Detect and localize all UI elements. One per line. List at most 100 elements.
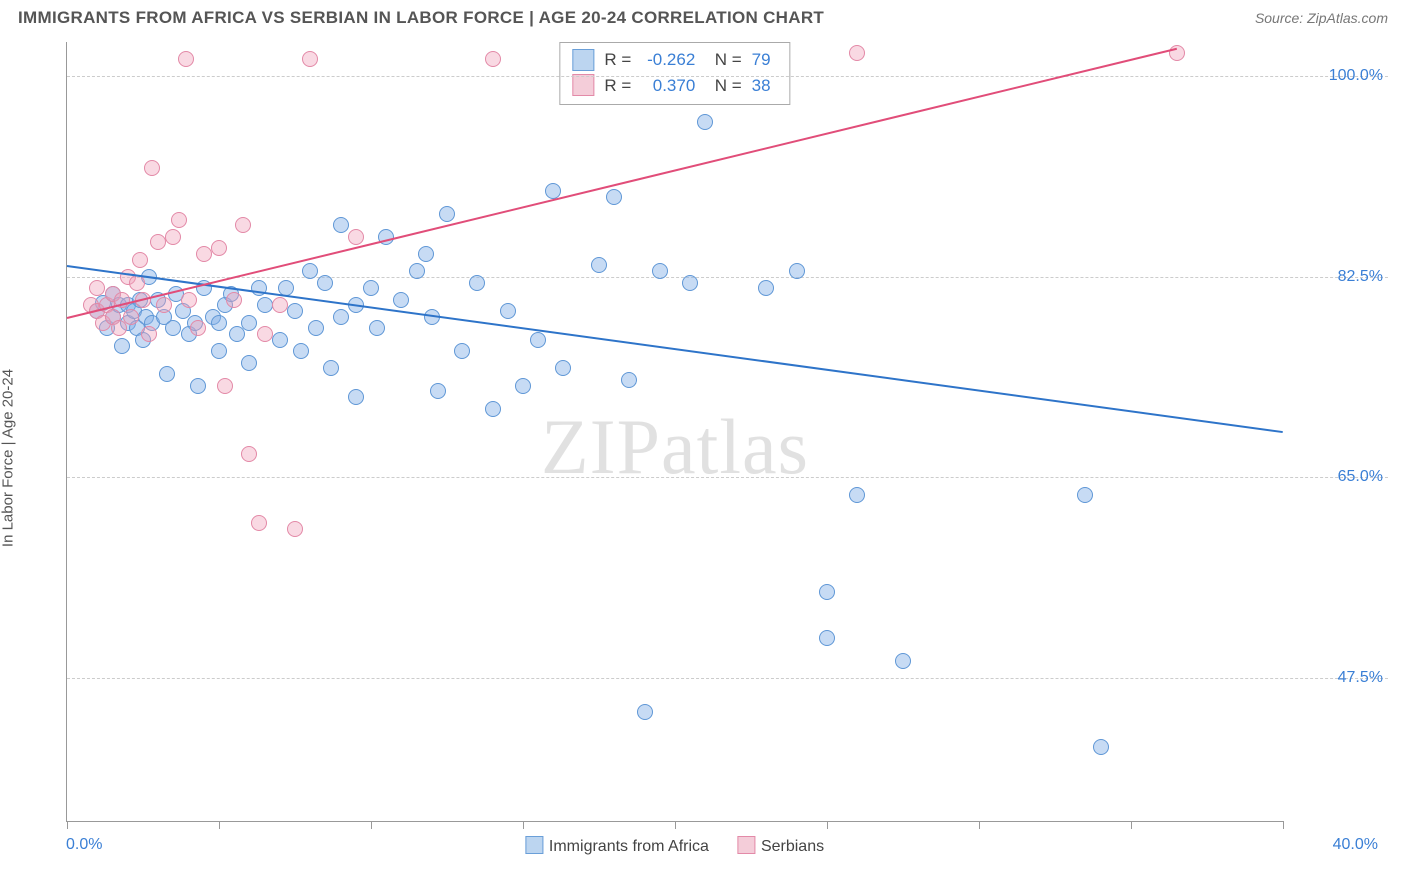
scatter-point-serbian bbox=[217, 378, 233, 394]
scatter-point-africa bbox=[211, 315, 227, 331]
scatter-point-africa bbox=[323, 360, 339, 376]
scatter-point-serbian bbox=[211, 240, 227, 256]
scatter-point-africa bbox=[637, 704, 653, 720]
scatter-point-africa bbox=[758, 280, 774, 296]
scatter-point-africa bbox=[287, 303, 303, 319]
correlation-stats-box: R = -0.262 N = 79 R = 0.370 N = 38 bbox=[559, 42, 790, 105]
scatter-point-africa bbox=[621, 372, 637, 388]
legend-swatch-africa bbox=[525, 836, 543, 854]
scatter-point-africa bbox=[348, 389, 364, 405]
x-axis-labels: 0.0% Immigrants from Africa Serbians 40.… bbox=[66, 836, 1283, 856]
y-tick-label: 65.0% bbox=[1293, 468, 1383, 486]
legend-item-serbian: Serbians bbox=[737, 836, 824, 856]
x-tick bbox=[371, 821, 372, 829]
x-tick bbox=[67, 821, 68, 829]
x-axis-min-label: 0.0% bbox=[66, 836, 102, 854]
stats-swatch-serbian bbox=[572, 74, 594, 96]
x-tick bbox=[1283, 821, 1284, 829]
scatter-point-africa bbox=[190, 378, 206, 394]
scatter-point-africa bbox=[500, 303, 516, 319]
scatter-point-africa bbox=[272, 332, 288, 348]
scatter-point-serbian bbox=[123, 309, 139, 325]
scatter-point-serbian bbox=[165, 229, 181, 245]
scatter-point-africa bbox=[652, 263, 668, 279]
x-tick bbox=[827, 821, 828, 829]
scatter-point-serbian bbox=[235, 217, 251, 233]
scatter-point-serbian bbox=[849, 45, 865, 61]
scatter-point-africa bbox=[469, 275, 485, 291]
scatter-point-serbian bbox=[111, 320, 127, 336]
x-tick bbox=[1131, 821, 1132, 829]
chart-area: In Labor Force | Age 20-24 ZIPatlas R = … bbox=[18, 42, 1388, 874]
scatter-point-africa bbox=[530, 332, 546, 348]
scatter-point-africa bbox=[159, 366, 175, 382]
scatter-point-africa bbox=[819, 584, 835, 600]
scatter-point-serbian bbox=[141, 326, 157, 342]
stats-swatch-africa bbox=[572, 49, 594, 71]
scatter-point-africa bbox=[114, 338, 130, 354]
scatter-point-serbian bbox=[144, 160, 160, 176]
scatter-point-africa bbox=[241, 315, 257, 331]
scatter-point-africa bbox=[293, 343, 309, 359]
x-axis-max-label: 40.0% bbox=[1333, 836, 1378, 854]
scatter-point-africa bbox=[308, 320, 324, 336]
scatter-point-africa bbox=[454, 343, 470, 359]
trend-line-africa bbox=[67, 265, 1283, 433]
scatter-point-africa bbox=[789, 263, 805, 279]
chart-header: IMMIGRANTS FROM AFRICA VS SERBIAN IN LAB… bbox=[0, 0, 1406, 34]
scatter-point-serbian bbox=[132, 252, 148, 268]
stats-r-value-africa: -0.262 bbox=[641, 47, 695, 73]
stats-row-africa: R = -0.262 N = 79 bbox=[572, 47, 777, 73]
scatter-point-serbian bbox=[181, 292, 197, 308]
scatter-point-africa bbox=[317, 275, 333, 291]
scatter-point-serbian bbox=[241, 446, 257, 462]
scatter-point-africa bbox=[485, 401, 501, 417]
gridline bbox=[67, 76, 1388, 77]
x-tick bbox=[979, 821, 980, 829]
scatter-point-serbian bbox=[272, 297, 288, 313]
scatter-point-africa bbox=[369, 320, 385, 336]
scatter-point-africa bbox=[363, 280, 379, 296]
scatter-point-serbian bbox=[485, 51, 501, 67]
source-name: ZipAtlas.com bbox=[1307, 10, 1388, 26]
scatter-point-africa bbox=[849, 487, 865, 503]
scatter-point-africa bbox=[515, 378, 531, 394]
scatter-point-africa bbox=[393, 292, 409, 308]
gridline bbox=[67, 277, 1388, 278]
x-tick bbox=[675, 821, 676, 829]
scatter-point-serbian bbox=[348, 229, 364, 245]
scatter-point-africa bbox=[302, 263, 318, 279]
scatter-point-serbian bbox=[190, 320, 206, 336]
bottom-legend: Immigrants from Africa Serbians bbox=[525, 836, 824, 856]
scatter-point-africa bbox=[333, 217, 349, 233]
scatter-point-africa bbox=[682, 275, 698, 291]
legend-label-serbian: Serbians bbox=[761, 838, 824, 855]
scatter-point-africa bbox=[165, 320, 181, 336]
scatter-point-africa bbox=[430, 383, 446, 399]
scatter-point-africa bbox=[555, 360, 571, 376]
scatter-point-africa bbox=[257, 297, 273, 313]
scatter-point-africa bbox=[895, 653, 911, 669]
x-tick bbox=[219, 821, 220, 829]
scatter-point-serbian bbox=[171, 212, 187, 228]
legend-label-africa: Immigrants from Africa bbox=[549, 838, 709, 855]
x-tick bbox=[523, 821, 524, 829]
scatter-point-serbian bbox=[89, 280, 105, 296]
scatter-point-africa bbox=[409, 263, 425, 279]
y-axis-label: In Labor Force | Age 20-24 bbox=[0, 369, 17, 547]
scatter-point-africa bbox=[241, 355, 257, 371]
scatter-point-serbian bbox=[196, 246, 212, 262]
gridline bbox=[67, 678, 1388, 679]
scatter-point-serbian bbox=[287, 521, 303, 537]
scatter-point-africa bbox=[591, 257, 607, 273]
scatter-point-africa bbox=[439, 206, 455, 222]
scatter-point-africa bbox=[211, 343, 227, 359]
stats-r-label: R = bbox=[604, 47, 631, 73]
stats-n-value-africa: 79 bbox=[752, 47, 778, 73]
watermark: ZIPatlas bbox=[541, 402, 809, 492]
legend-swatch-serbian bbox=[737, 836, 755, 854]
scatter-point-africa bbox=[333, 309, 349, 325]
scatter-point-africa bbox=[1077, 487, 1093, 503]
scatter-point-serbian bbox=[156, 297, 172, 313]
y-tick-label: 100.0% bbox=[1293, 67, 1383, 85]
